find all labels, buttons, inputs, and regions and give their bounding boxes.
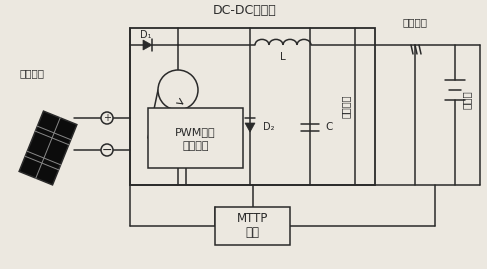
Circle shape: [101, 112, 113, 124]
Text: 蓄电池: 蓄电池: [462, 91, 472, 109]
Text: +: +: [103, 113, 111, 123]
Text: DC-DC变换器: DC-DC变换器: [213, 5, 277, 17]
Bar: [215, 207, 290, 245]
Polygon shape: [19, 111, 77, 185]
Text: MTTP: MTTP: [237, 213, 268, 225]
Circle shape: [158, 70, 198, 110]
Text: 电路: 电路: [245, 226, 260, 239]
Text: 太阳电池: 太阳电池: [19, 68, 44, 78]
Text: D₂: D₂: [263, 122, 275, 132]
Bar: [148, 108, 243, 168]
Polygon shape: [143, 40, 152, 50]
Text: 控制电路: 控制电路: [182, 141, 209, 151]
Circle shape: [101, 144, 113, 156]
Text: 电压检出: 电压检出: [341, 95, 351, 118]
Text: C: C: [325, 122, 332, 132]
Bar: [130, 28, 375, 185]
Polygon shape: [245, 123, 255, 132]
Text: PWM山山: PWM山山: [175, 127, 216, 137]
Text: −: −: [102, 143, 112, 157]
Text: D₁: D₁: [140, 30, 152, 40]
Text: L: L: [280, 52, 286, 62]
Text: 电流检出: 电流检出: [402, 17, 428, 27]
